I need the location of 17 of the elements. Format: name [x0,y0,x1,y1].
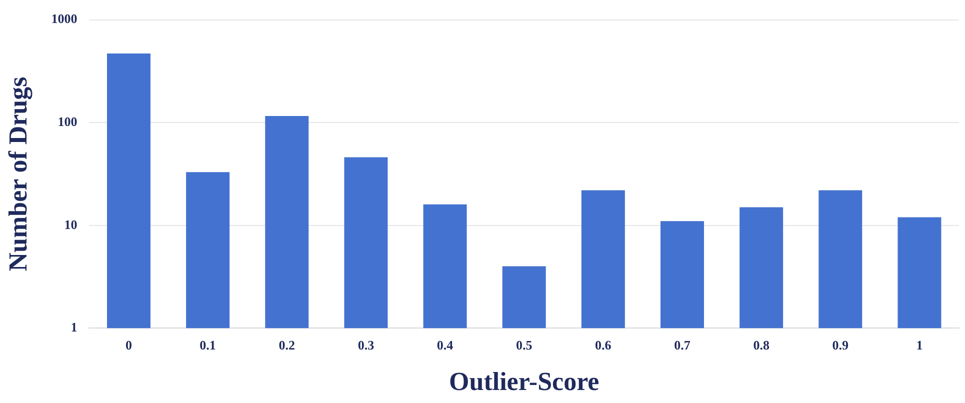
x-tick-label: 0.5 [516,337,533,352]
x-tick-label: 1 [916,337,923,352]
y-tick-label: 1000 [51,11,78,26]
y-axis-title: Number of Drugs [3,76,32,272]
x-tick-label: 0.4 [436,337,454,352]
y-tick-label: 100 [58,114,78,129]
y-tick-label: 1 [70,320,78,335]
y-tick-label: 10 [64,216,78,232]
x-tick-label: 0.7 [674,337,691,352]
x-tick-label: 0.1 [200,337,216,352]
x-tick-label: 0.6 [595,337,612,352]
x-tick-label: 0.8 [753,337,770,352]
x-tick-label: 0 [125,337,132,352]
x-tick-label: 0.3 [358,337,375,352]
x-axis-title: Outlier-Score [449,367,600,396]
x-tick-label: 0.9 [832,337,850,352]
x-tick-label: 0.2 [278,337,296,352]
